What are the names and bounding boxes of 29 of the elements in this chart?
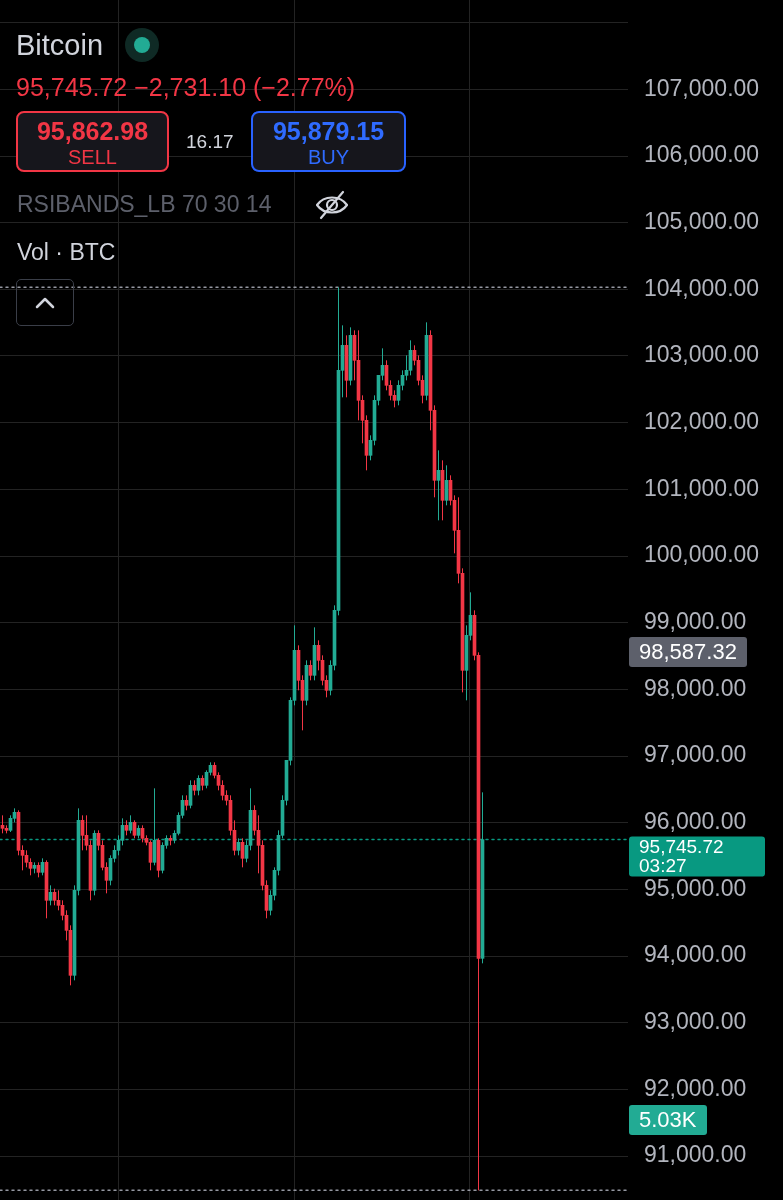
text: 95,745.72 −2,731.10 (−2.77%) [16,72,356,103]
y-tick-label: 93,000.00 [644,1008,747,1035]
y-tick-label: 100,000.00 [644,541,760,568]
y-tick-label: 104,000.00 [644,274,760,301]
y-tick-label: 98,000.00 [644,674,747,701]
y-tick-label: 91,000.00 [644,1141,747,1168]
annotation: BUY [307,144,350,170]
y-tick-label: 106,000.00 [644,141,760,168]
annotation: 95,879.15 [272,115,385,147]
annotation: RSIBANDS_LB 70 30 14 [17,189,272,219]
text: 5.03K [629,1105,707,1135]
ref-line-label: 95,745.72 03:27 [639,836,724,877]
y-tick-label: 92,000.00 [644,1074,747,1101]
text: 98,587.32 [629,637,747,667]
y-tick-label: 97,000.00 [644,741,747,768]
y-tick-label: 95,000.00 [644,874,747,901]
y-tick-label: 102,000.00 [644,408,760,435]
text: Bitcoin [16,28,104,63]
annotation: 16.17 [186,130,234,154]
y-tick-label: 99,000.00 [644,608,747,635]
y-tick-label: 103,000.00 [644,341,760,368]
y-tick-label: 105,000.00 [644,208,760,235]
annotation: Vol · BTC [17,237,116,267]
annotation: SELL [68,144,117,170]
y-tick-label: 94,000.00 [644,941,747,968]
y-tick-label: 96,000.00 [644,808,747,835]
y-tick-label: 101,000.00 [644,474,760,501]
annotation: 95,862.98 [36,115,149,147]
y-tick-label: 107,000.00 [644,74,760,101]
